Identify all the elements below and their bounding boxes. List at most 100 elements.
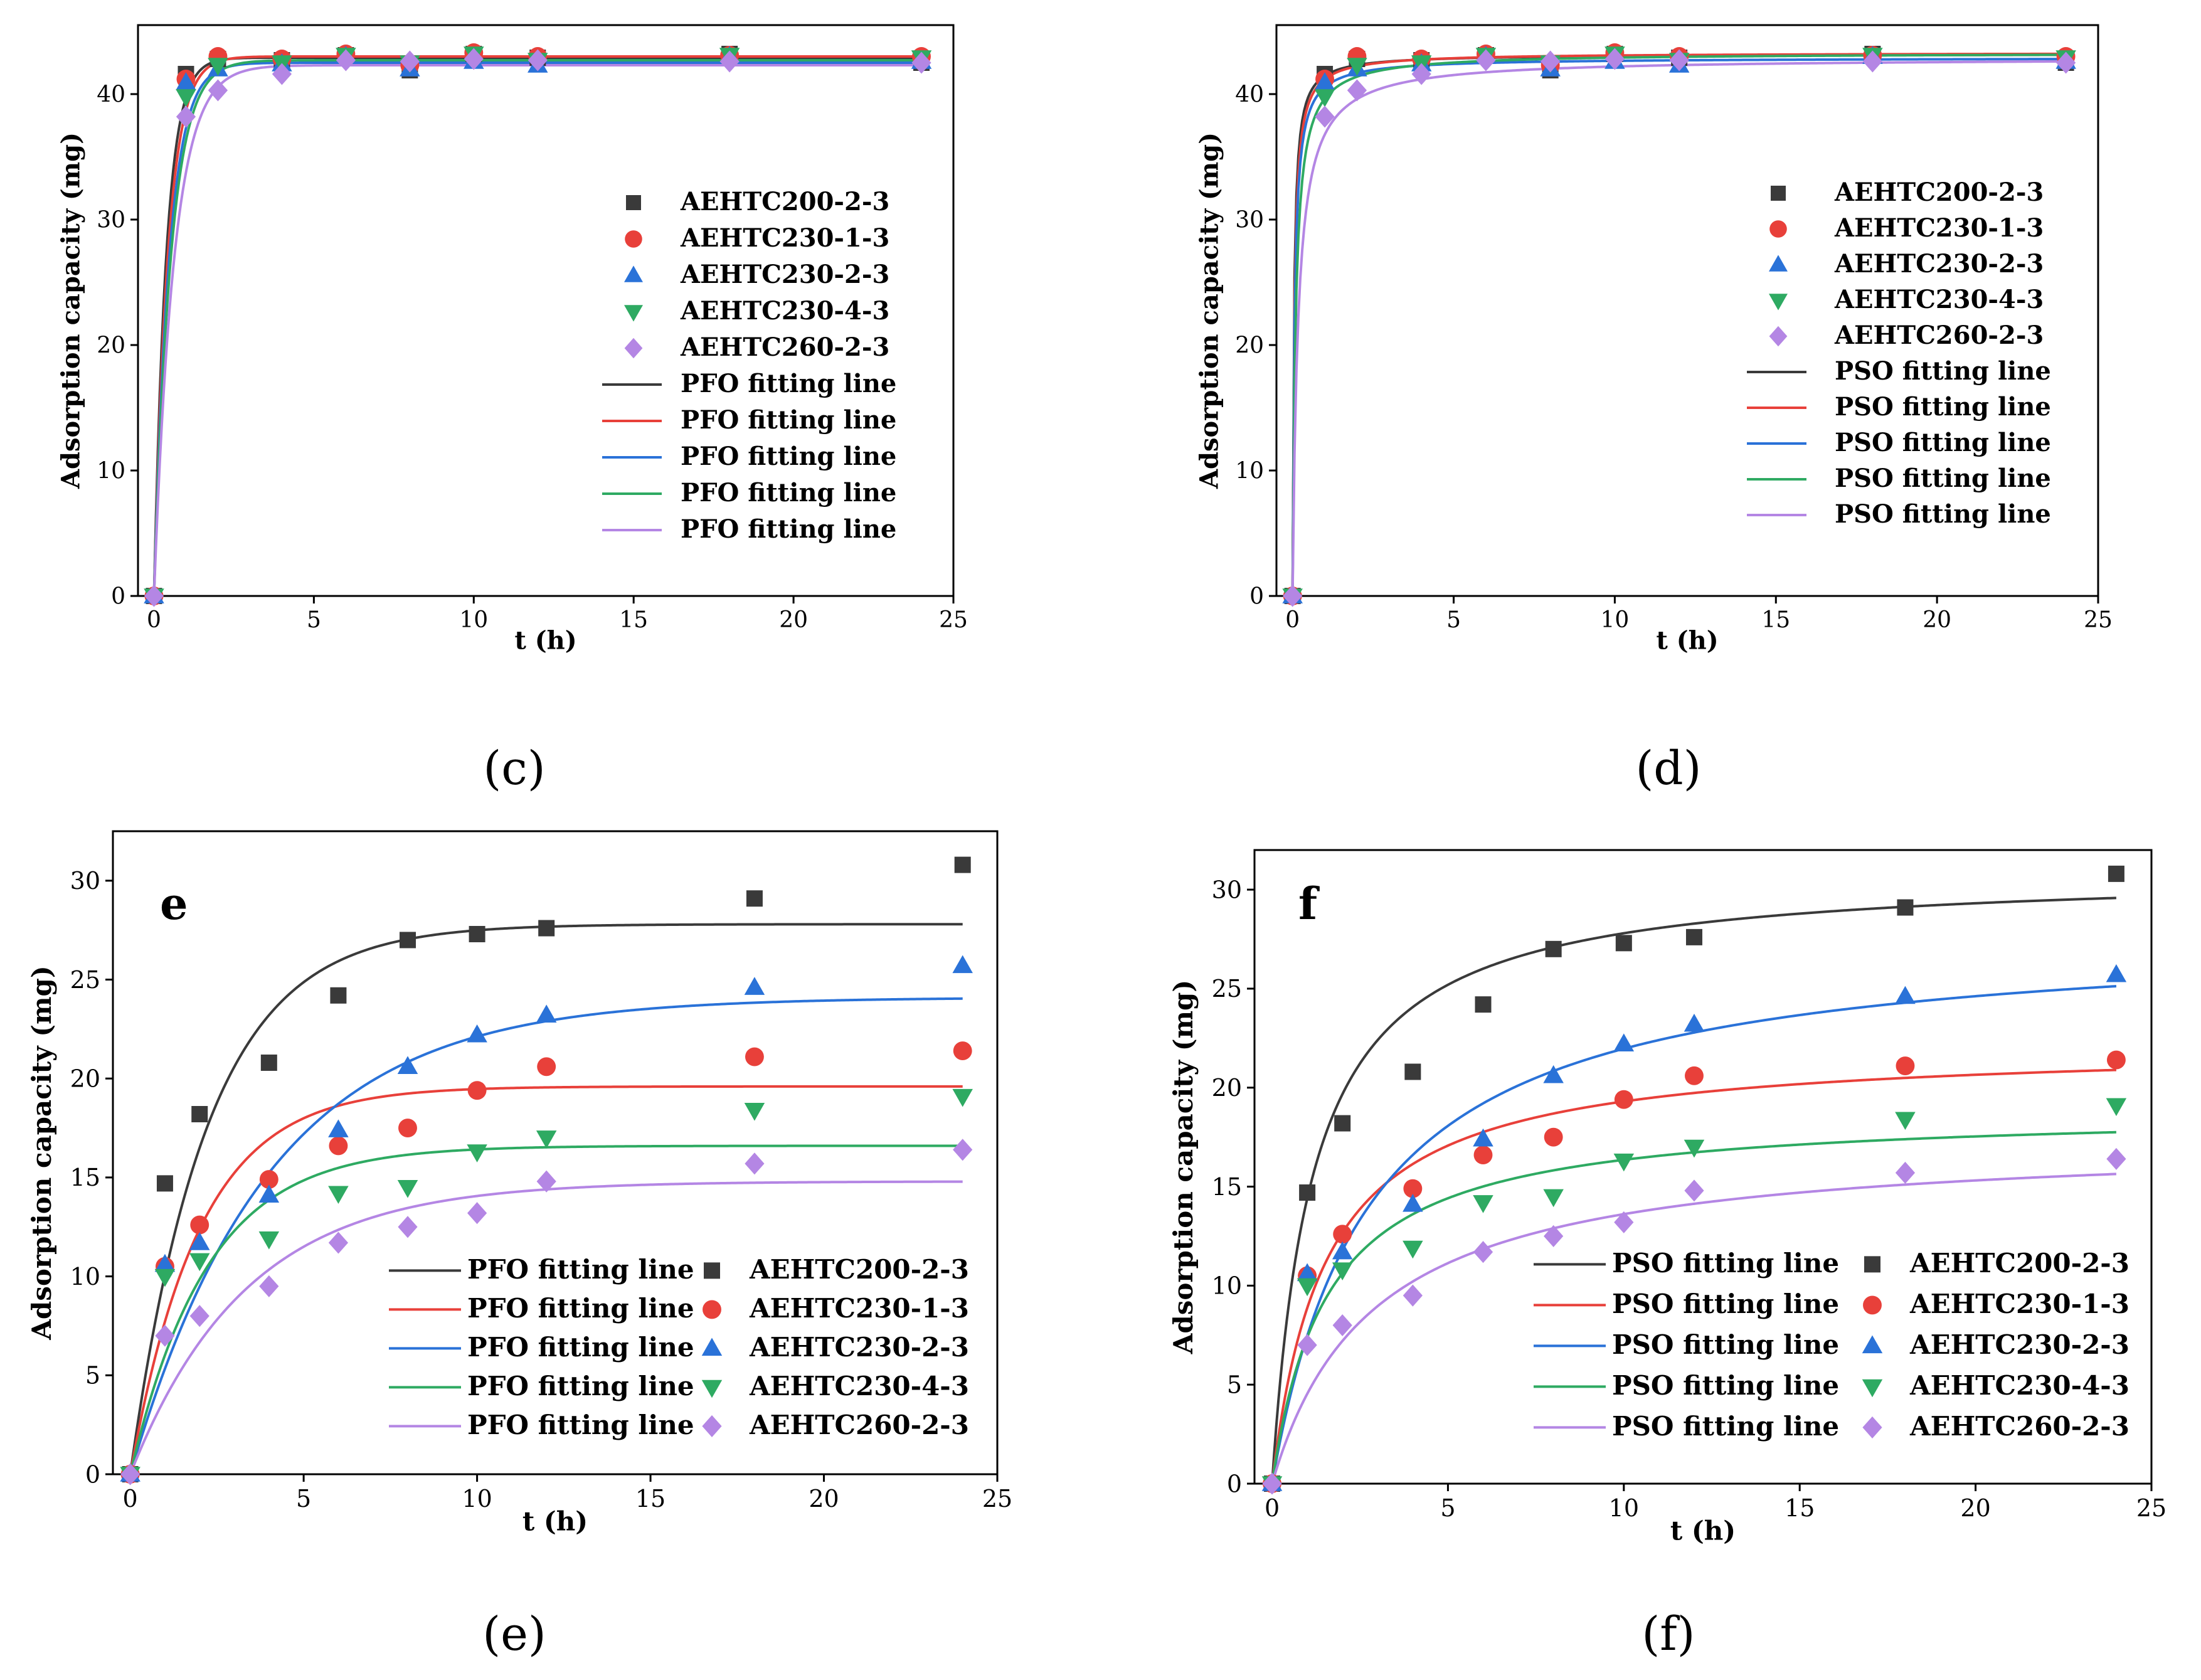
data-point-aehtc230-1-3 <box>1614 1090 1633 1109</box>
data-point-aehtc230-4-3 <box>1347 58 1367 76</box>
data-point-aehtc260-2-3 <box>911 51 931 74</box>
data-point-aehtc230-2-3 <box>1314 72 1335 90</box>
y-tick-label: 15 <box>70 1164 100 1191</box>
data-point-aehtc260-2-3 <box>1614 1211 1634 1233</box>
data-point-aehtc200-2-3 <box>1334 1115 1351 1132</box>
data-point-aehtc260-2-3 <box>1541 50 1561 73</box>
legend-marker-aehtc260-2-3 <box>1862 1416 1882 1438</box>
chart-panel-e: 0 5 10 15 20 25 0 5 10 15 20 25 30 t (h) Adsorption ca… <box>26 830 1012 1536</box>
x-tick-label: 15 <box>619 607 648 633</box>
data-point-aehtc260-2-3 <box>336 49 356 72</box>
data-point-aehtc260-2-3 <box>208 79 228 102</box>
data-point-aehtc260-2-3 <box>398 1216 418 1238</box>
legend-fit-label: PSO fitting line <box>1612 1248 1839 1279</box>
data-point-aehtc230-4-3 <box>189 1253 210 1272</box>
data-point-aehtc260-2-3 <box>1315 105 1335 128</box>
y-tick-label: 0 <box>1249 584 1264 610</box>
y-tick-label: 10 <box>70 1263 100 1290</box>
data-point-aehtc260-2-3 <box>144 585 164 607</box>
y-tick-label: 30 <box>97 208 125 233</box>
caption-c: (c) <box>483 742 545 795</box>
legend-label-aehtc230-4-3: AEHTC230-4-3 <box>749 1371 969 1401</box>
data-point-aehtc230-2-3 <box>467 1024 487 1043</box>
legend-fit-label: PSO fitting line <box>1612 1370 1839 1401</box>
chart-panel-d: 0 5 10 15 20 25 0 10 20 30 40 t (h) Adsorption capac… <box>1194 24 2113 656</box>
data-point-aehtc230-2-3 <box>1613 1033 1635 1052</box>
data-point-aehtc230-4-3 <box>258 1231 280 1250</box>
y-tick-label: 0 <box>1227 1470 1242 1497</box>
data-point-aehtc200-2-3 <box>1299 1184 1316 1201</box>
data-point-aehtc260-2-3 <box>1473 1241 1493 1263</box>
x-tick-label: 0 <box>1285 607 1300 633</box>
legend-marker-aehtc230-4-3 <box>1862 1379 1883 1398</box>
y-tick-label: 40 <box>97 82 125 108</box>
plot-frame <box>112 830 999 1475</box>
data-point-aehtc260-2-3 <box>328 1231 349 1254</box>
data-point-aehtc230-2-3 <box>1543 1065 1564 1083</box>
x-axis-label: t (h) <box>522 1506 588 1536</box>
data-point-aehtc260-2-3 <box>120 1463 141 1486</box>
data-point-aehtc230-4-3 <box>744 1102 765 1121</box>
data-point-aehtc230-4-3 <box>1314 89 1335 107</box>
legend-marker-aehtc230-2-3 <box>701 1337 723 1356</box>
legend-label-aehtc230-1-3: AEHTC230-1-3 <box>1909 1289 2129 1319</box>
legend-fit-label: PSO fitting line <box>1835 428 2051 457</box>
x-tick-label: 25 <box>2084 607 2113 633</box>
data-point-aehtc260-2-3 <box>1332 1314 1352 1337</box>
x-tick-label: 0 <box>123 1485 138 1513</box>
y-tick-label: 10 <box>1212 1272 1242 1300</box>
data-point-aehtc230-1-3 <box>1896 1056 1915 1075</box>
y-tick-label: 20 <box>1212 1074 1242 1102</box>
legend-label-aehtc200-2-3: AEHTC200-2-3 <box>1909 1248 2129 1279</box>
x-tick-label: 20 <box>1923 607 1951 633</box>
legend-fit-label: PSO fitting line <box>1612 1289 1839 1319</box>
x-axis-label: t (h) <box>514 626 576 656</box>
legend-label-aehtc230-2-3: AEHTC230-2-3 <box>680 260 889 289</box>
data-point-aehtc200-2-3 <box>1404 1063 1421 1080</box>
legend-fit-label: PSO fitting line <box>1835 392 2051 422</box>
data-point-aehtc230-4-3 <box>2106 1098 2127 1117</box>
legend-marker-aehtc230-2-3 <box>1769 255 1788 272</box>
data-point-aehtc260-2-3 <box>259 1275 279 1297</box>
data-point-aehtc230-4-3 <box>1613 1153 1635 1172</box>
data-point-aehtc260-2-3 <box>1544 1225 1564 1248</box>
x-tick-label: 5 <box>307 607 321 633</box>
legend-marker-aehtc260-2-3 <box>702 1415 722 1437</box>
y-tick-label: 30 <box>1212 876 1242 903</box>
data-point-aehtc230-4-3 <box>176 89 196 107</box>
data-point-aehtc260-2-3 <box>1347 79 1367 102</box>
legend-marker-aehtc200-2-3 <box>704 1262 720 1279</box>
legend-fit-label: PFO fitting line <box>467 1254 694 1285</box>
data-point-aehtc230-2-3 <box>1403 1194 1423 1212</box>
data-point-aehtc230-4-3 <box>397 1179 418 1198</box>
x-tick-label: 15 <box>1761 607 1790 633</box>
data-point-aehtc230-2-3 <box>536 1004 557 1023</box>
legend-marker-aehtc230-4-3 <box>701 1380 723 1398</box>
legend-label-aehtc200-2-3: AEHTC200-2-3 <box>749 1254 969 1285</box>
data-point-aehtc260-2-3 <box>467 1202 487 1225</box>
legend-marker-aehtc200-2-3 <box>626 195 641 210</box>
x-tick-label: 25 <box>2136 1494 2167 1522</box>
legend-label-aehtc230-4-3: AEHTC230-4-3 <box>1834 285 2044 314</box>
x-tick-label: 10 <box>1601 607 1630 633</box>
plot-frame <box>1253 849 2153 1485</box>
legend-fit-label: PSO fitting line <box>1612 1329 1839 1360</box>
x-tick-label: 20 <box>779 607 808 633</box>
data-point-aehtc260-2-3 <box>528 49 548 72</box>
y-axis-label: Adsorption capacity (mg) <box>56 132 85 489</box>
fit-line-aehtc230-2-3 <box>1271 985 2117 1484</box>
y-tick-label: 30 <box>1235 208 1264 233</box>
data-point-aehtc230-1-3 <box>1544 1127 1563 1147</box>
data-point-aehtc200-2-3 <box>191 1106 208 1122</box>
data-point-aehtc230-4-3 <box>1297 1278 1318 1297</box>
data-point-aehtc200-2-3 <box>469 926 485 942</box>
legend-label-aehtc230-2-3: AEHTC230-2-3 <box>749 1332 969 1363</box>
x-tick-label: 25 <box>939 607 968 633</box>
legend-fit-label: PFO fitting line <box>467 1371 694 1401</box>
legend-fit-label: PFO fitting line <box>681 369 896 398</box>
panel-label: f <box>1298 878 1320 930</box>
legend-fit-label: PFO fitting line <box>681 442 896 471</box>
data-point-aehtc230-1-3 <box>1473 1146 1493 1165</box>
legend-fit-label: PFO fitting line <box>681 514 896 544</box>
